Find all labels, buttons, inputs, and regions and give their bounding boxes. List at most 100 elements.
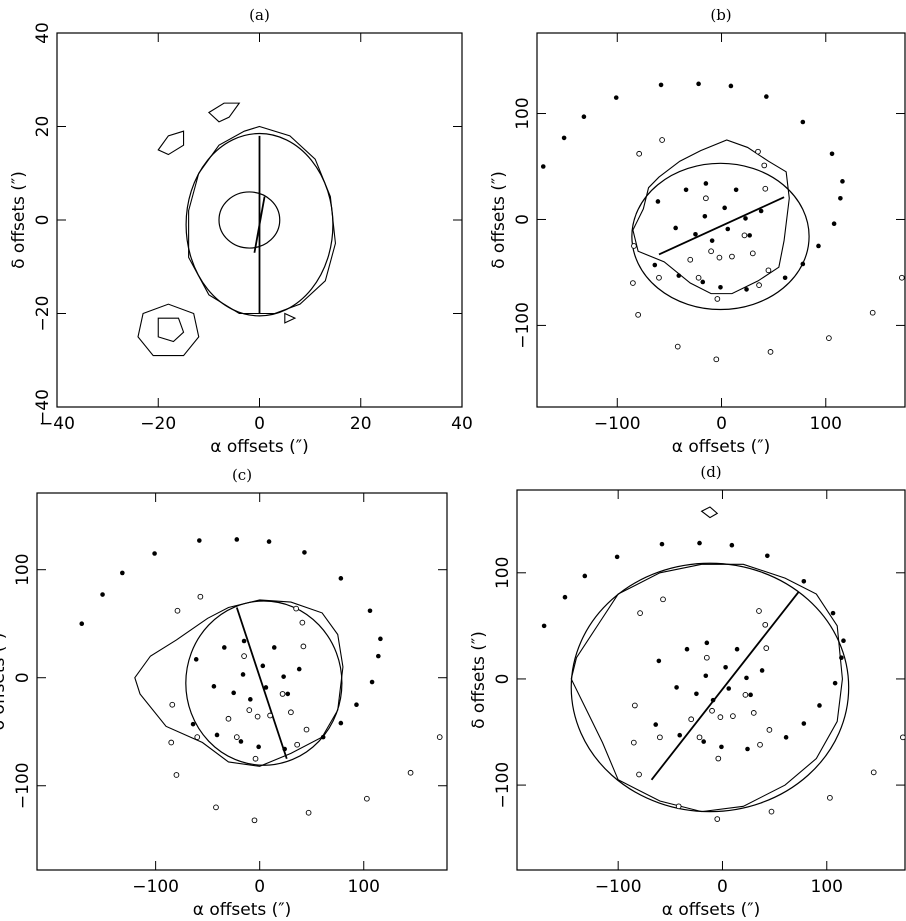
filled-point bbox=[782, 275, 788, 281]
open-point bbox=[631, 243, 637, 249]
y-tick-label: −40 bbox=[33, 389, 53, 425]
open-point bbox=[766, 727, 773, 733]
filled-point bbox=[702, 213, 708, 219]
filled-point bbox=[190, 721, 196, 727]
panel: (d) α offsets (″) δ offsets (″) −100 0 100 −10… bbox=[469, 463, 906, 920]
axis-line bbox=[253, 196, 266, 253]
filled-point bbox=[758, 208, 764, 214]
filled-point bbox=[841, 638, 846, 644]
y-axis-label: δ offsets (″) bbox=[469, 631, 489, 729]
y-tick-label: −100 bbox=[13, 762, 33, 809]
open-point bbox=[656, 274, 662, 281]
x-axis-label: α offsets (″) bbox=[210, 437, 309, 457]
filled-point bbox=[734, 646, 740, 652]
filled-point bbox=[696, 81, 701, 87]
filled-point bbox=[817, 703, 822, 708]
open-point bbox=[708, 248, 714, 255]
open-point bbox=[173, 772, 180, 778]
fit-ellipse bbox=[631, 162, 810, 311]
x-tick-label: 0 bbox=[716, 414, 727, 434]
filled-point bbox=[684, 646, 690, 652]
open-point bbox=[267, 712, 273, 719]
y-tick-label: 0 bbox=[493, 674, 513, 685]
filled-point bbox=[725, 226, 731, 232]
open-point bbox=[674, 343, 681, 350]
y-tick-label: 100 bbox=[493, 557, 513, 589]
filled-point bbox=[79, 621, 85, 627]
open-point bbox=[364, 795, 370, 802]
open-point bbox=[299, 619, 306, 626]
open-point bbox=[241, 653, 247, 659]
filled-point bbox=[248, 697, 253, 702]
y-axis-label: δ offsets (″) bbox=[9, 171, 29, 269]
axis-line bbox=[658, 196, 785, 256]
open-point bbox=[197, 593, 204, 600]
filled-point bbox=[748, 692, 753, 698]
open-point bbox=[765, 267, 772, 274]
panel-title: (a) bbox=[249, 6, 270, 24]
contour bbox=[570, 563, 843, 813]
filled-point bbox=[234, 537, 240, 542]
filled-point bbox=[759, 668, 765, 673]
contour bbox=[284, 312, 297, 324]
open-point bbox=[757, 741, 763, 748]
open-point bbox=[288, 709, 294, 716]
filled-point bbox=[367, 608, 373, 614]
plot-area bbox=[137, 102, 336, 357]
filled-point bbox=[369, 679, 375, 685]
x-tick-label: 100 bbox=[810, 414, 842, 434]
fit-ellipse bbox=[218, 191, 281, 249]
open-point bbox=[194, 734, 201, 740]
filled-point bbox=[211, 684, 217, 689]
filled-point bbox=[831, 221, 837, 227]
open-point bbox=[436, 734, 443, 740]
x-tick-label: −100 bbox=[594, 414, 641, 434]
x-tick-label: −20 bbox=[140, 414, 176, 434]
open-point bbox=[715, 755, 722, 762]
filled-point bbox=[653, 722, 659, 727]
filled-point bbox=[561, 135, 567, 141]
filled-point bbox=[378, 636, 383, 642]
open-point bbox=[636, 150, 643, 157]
contour bbox=[700, 506, 719, 519]
open-point bbox=[252, 755, 259, 762]
x-axis-label: α offsets (″) bbox=[672, 437, 771, 457]
y-tick-label: 0 bbox=[513, 214, 533, 225]
y-tick-label: −100 bbox=[493, 762, 513, 809]
filled-point bbox=[723, 664, 728, 670]
filled-point bbox=[673, 225, 678, 231]
filled-point bbox=[840, 179, 845, 184]
filled-point bbox=[120, 570, 125, 576]
filled-point bbox=[832, 680, 838, 686]
open-point bbox=[714, 296, 721, 302]
y-tick-label: 0 bbox=[13, 672, 33, 683]
open-point bbox=[251, 817, 258, 824]
open-point bbox=[761, 162, 768, 169]
open-point bbox=[709, 707, 715, 714]
open-point bbox=[763, 645, 770, 652]
filled-point bbox=[320, 734, 326, 740]
filled-point bbox=[354, 702, 359, 708]
filled-point bbox=[719, 744, 724, 750]
filled-point bbox=[656, 658, 662, 664]
plot-area bbox=[79, 537, 443, 824]
filled-point bbox=[674, 685, 679, 690]
filled-point bbox=[296, 666, 302, 672]
filled-point bbox=[240, 672, 246, 677]
y-axis-label: δ offsets (″) bbox=[489, 171, 509, 269]
filled-point bbox=[338, 576, 344, 581]
open-point bbox=[659, 137, 665, 143]
open-point bbox=[826, 335, 832, 341]
filled-point bbox=[733, 187, 739, 193]
open-point bbox=[225, 715, 232, 722]
x-axis-label: α offsets (″) bbox=[193, 900, 292, 920]
open-point bbox=[213, 804, 219, 811]
open-point bbox=[713, 356, 720, 363]
axis-line bbox=[235, 607, 288, 760]
filled-point bbox=[700, 279, 706, 285]
x-axis-label: α offsets (″) bbox=[662, 900, 761, 920]
filled-point bbox=[765, 553, 770, 559]
open-point bbox=[305, 809, 312, 816]
filled-point bbox=[285, 691, 291, 697]
